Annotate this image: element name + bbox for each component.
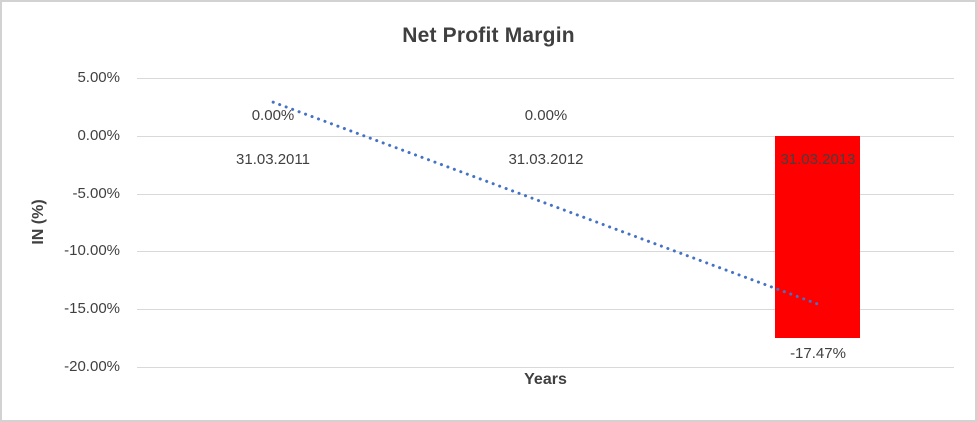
category-label: 31.03.2012: [508, 151, 584, 168]
x-axis-title: Years: [524, 371, 567, 388]
data-label: 0.00%: [251, 107, 295, 124]
y-axis-title: IN (%): [30, 199, 47, 245]
y-tick-label: 5.00%: [77, 69, 120, 86]
category-label: 31.03.2013: [780, 151, 856, 168]
gridline: [137, 78, 954, 79]
gridline: [137, 309, 954, 310]
category-label: 31.03.2011: [236, 151, 310, 168]
y-tick-label: -15.00%: [64, 300, 120, 317]
trendline[interactable]: [271, 100, 820, 306]
gridline: [137, 367, 954, 368]
y-tick-label: -20.00%: [64, 358, 120, 375]
data-label: 0.00%: [524, 107, 568, 124]
y-tick-label: 0.00%: [77, 127, 120, 144]
chart-title: Net Profit Margin: [402, 24, 575, 47]
y-tick-label: -5.00%: [72, 185, 120, 202]
y-tick-label: -10.00%: [64, 242, 120, 259]
data-label: -17.47%: [790, 345, 846, 362]
